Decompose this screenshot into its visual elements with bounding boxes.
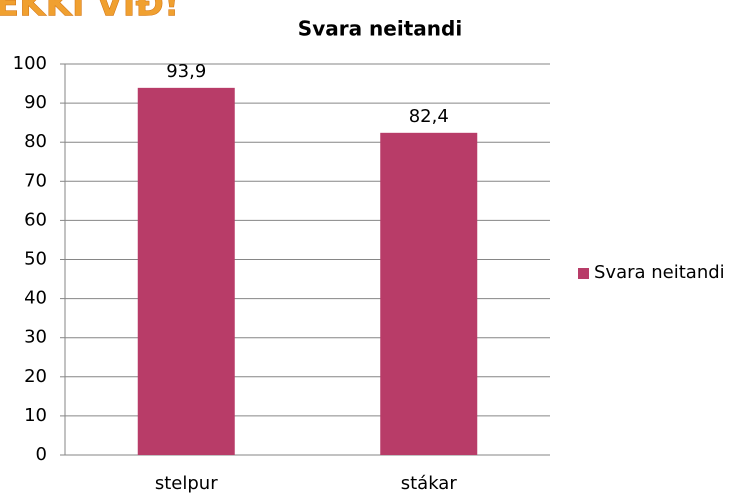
data-label: 93,9 [166, 61, 206, 82]
legend-label: Svara neitandi [594, 262, 725, 283]
y-tick-label: 80 [24, 131, 47, 152]
y-tick-label: 30 [24, 327, 47, 348]
y-tick-label: 60 [24, 209, 47, 230]
x-tick-label: stákar [401, 473, 458, 494]
y-tick-label: 10 [24, 405, 47, 426]
y-tick-label: 20 [24, 366, 47, 387]
data-label: 82,4 [409, 106, 449, 127]
legend-swatch [578, 268, 589, 279]
bar [380, 132, 478, 456]
slide-heading: EKKI VIÐ! [0, 0, 179, 25]
y-tick-label: 50 [24, 249, 47, 270]
y-tick-label: 70 [24, 170, 47, 191]
y-tick-label: 0 [36, 444, 47, 465]
y-tick-label: 90 [24, 92, 47, 113]
y-tick-label: 40 [24, 288, 47, 309]
chart-title: Svara neitandi [298, 17, 462, 41]
y-tick-label: 100 [13, 53, 47, 74]
x-tick-label: stelpur [155, 473, 218, 494]
bar [137, 87, 235, 455]
